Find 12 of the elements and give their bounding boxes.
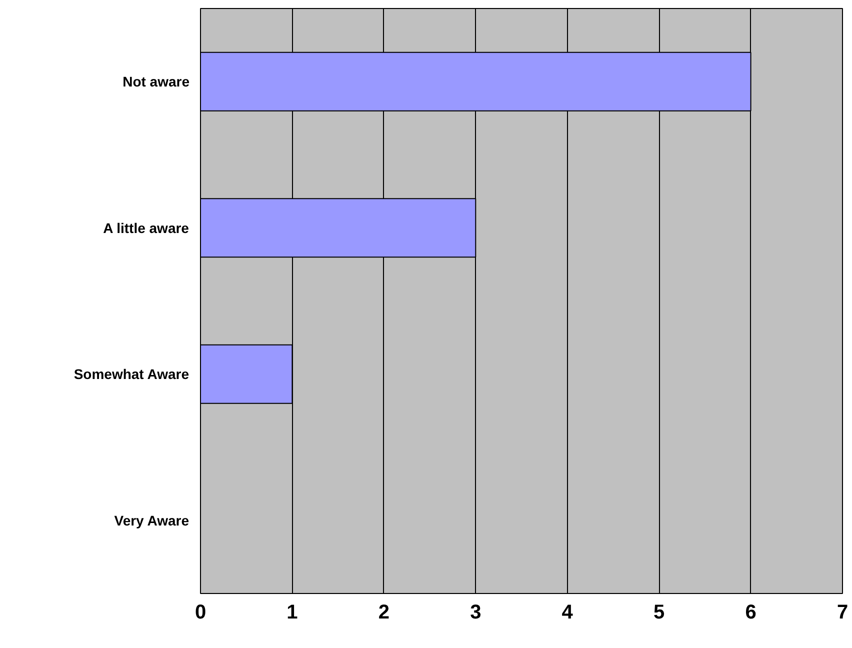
y-tick-label: A little aware [103,220,190,236]
y-tick-label: Not aware [122,74,190,90]
x-tick-label: 3 [470,602,482,624]
x-tick-label: 4 [562,602,574,624]
x-tick-label: 2 [378,602,390,624]
y-tick-label: Somewhat Aware [74,366,190,382]
x-tick-label: 7 [836,602,848,624]
y-tick-label: Very Aware [114,512,190,528]
x-tick-label: 0 [194,602,206,624]
x-tick-label: 5 [654,602,665,624]
x-tick-label: 1 [286,602,298,624]
x-tick-label: 6 [745,602,756,624]
